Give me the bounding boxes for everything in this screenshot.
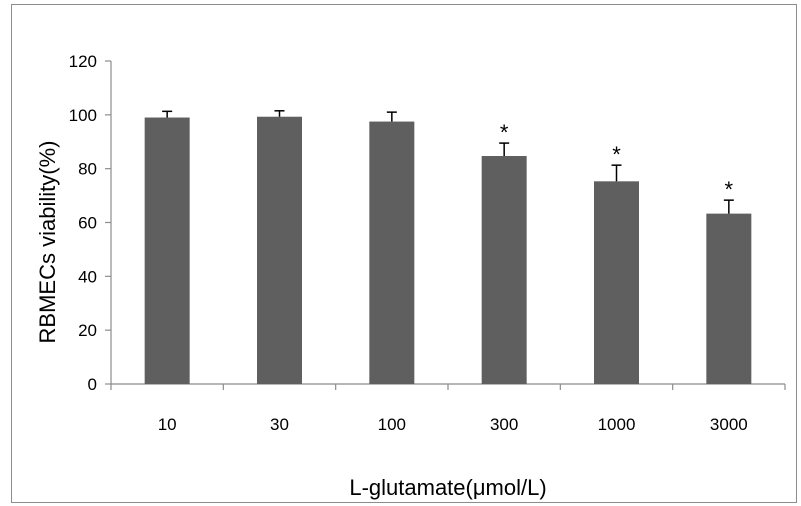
y-axis: 0 20 40 60 80 100 120 [69,52,112,394]
y-tick-label: 100 [69,106,97,125]
x-tick-label: 1000 [598,415,636,434]
x-tick-label: 100 [378,415,406,434]
bars: * * * [144,110,752,385]
x-tick-label: 30 [270,415,289,434]
x-axis-title: L-glutamate(μmol/L) [349,475,546,500]
bar [144,117,190,385]
x-axis: 10 30 100 300 1000 3000 [110,383,786,434]
y-tick-label: 20 [78,321,97,340]
y-tick-label: 120 [69,52,97,71]
x-tick-label: 10 [158,415,177,434]
y-tick-label: 40 [78,267,97,286]
bar [369,121,415,384]
x-tick-label: 300 [490,415,518,434]
bar [594,181,639,384]
significance-marker: * [500,120,509,145]
y-tick-label: 60 [78,214,97,233]
significance-marker: * [725,177,734,202]
x-tick-label: 3000 [710,415,748,434]
significance-marker: * [612,142,621,167]
bar [481,156,527,384]
bar [706,213,752,384]
y-axis-title: RBMECs viability(%) [35,141,60,344]
bar [257,116,302,384]
y-tick-label: 0 [88,375,97,394]
y-tick-label: 80 [78,160,97,179]
